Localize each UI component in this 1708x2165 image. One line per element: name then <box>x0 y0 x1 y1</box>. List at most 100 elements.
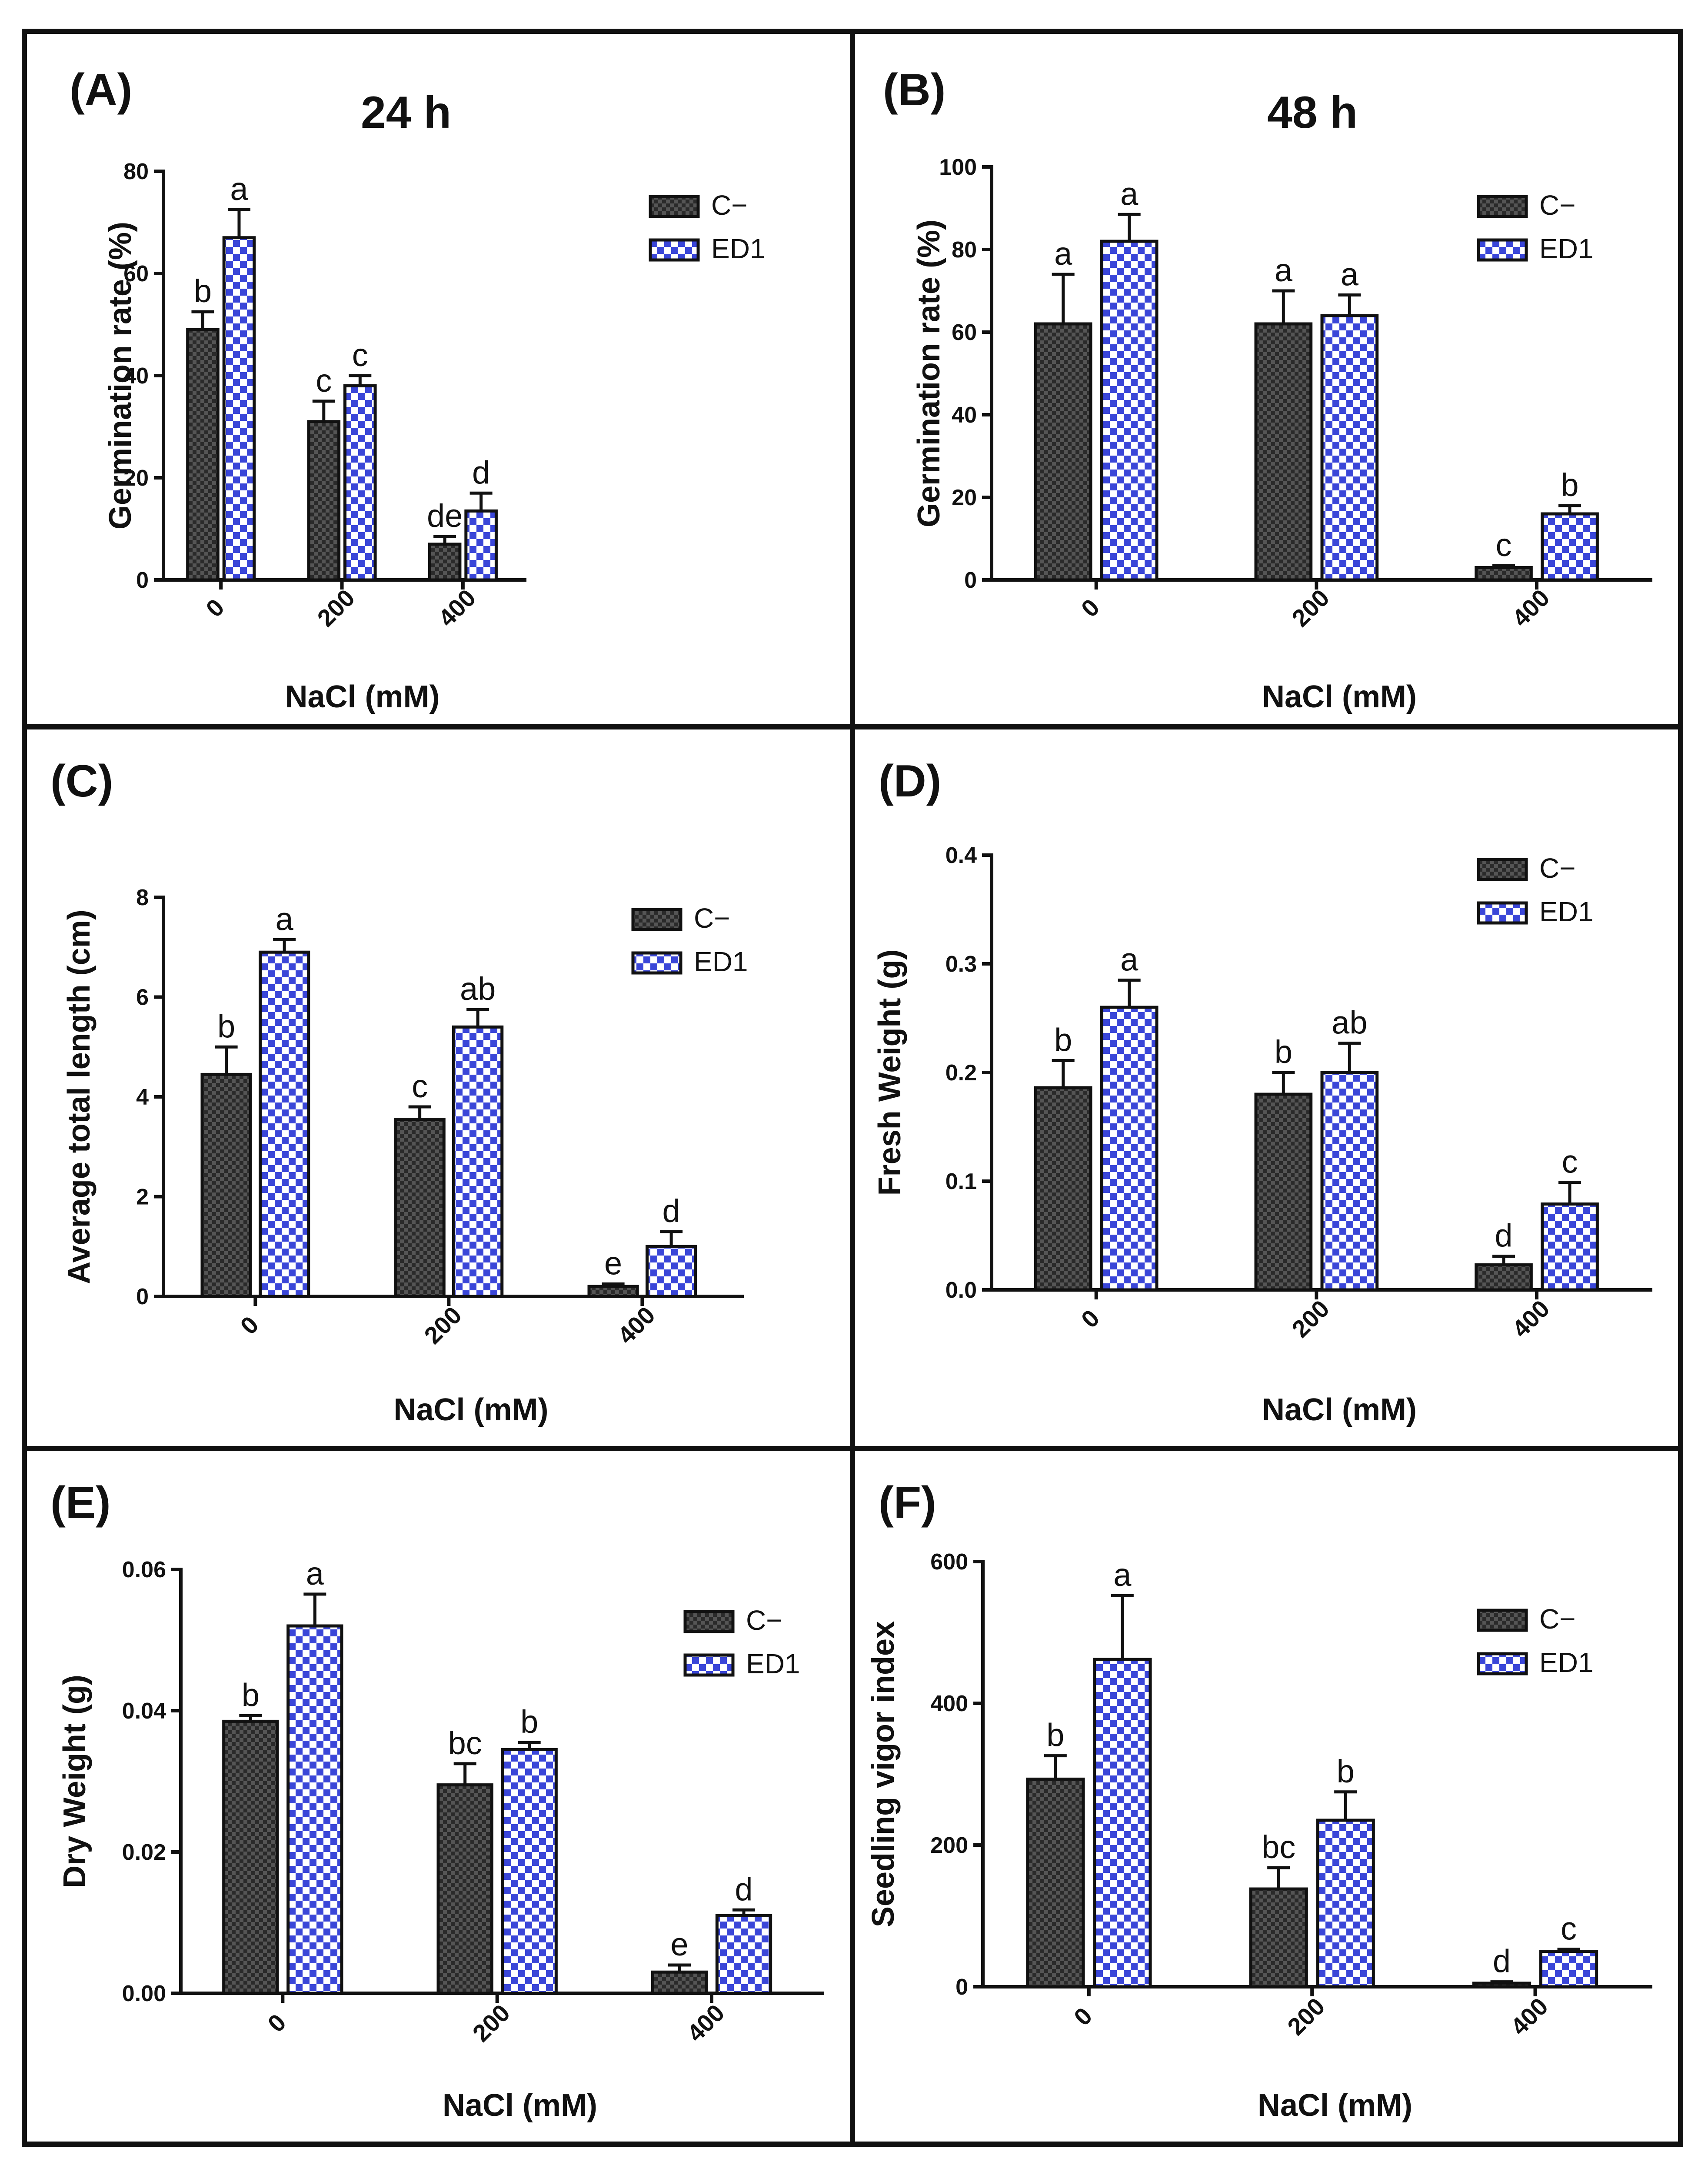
significance-letter: e <box>604 1245 622 1281</box>
significance-letter: b <box>1275 1034 1292 1070</box>
bar-e-ed1-200 <box>501 1748 558 1995</box>
legend-label-c-minus: C− <box>1539 1603 1576 1635</box>
bar-e-ed1-0 <box>286 1624 343 1995</box>
y-tick-label: 0 <box>136 1284 149 1309</box>
legend-swatch-ed1 <box>683 1653 735 1677</box>
y-tick-label: 200 <box>930 1833 968 1858</box>
significance-letter: b <box>1561 467 1578 503</box>
significance-letter: bc <box>448 1725 482 1761</box>
x-axis-title: NaCl (mM) <box>1258 2088 1412 2123</box>
y-tick-label: 600 <box>930 1549 968 1575</box>
significance-letter: a <box>230 171 248 207</box>
bar-f-c-minus-200 <box>1249 1887 1308 1988</box>
significance-letter: b <box>1337 1753 1355 1789</box>
significance-letter: a <box>1113 1557 1132 1593</box>
bar-a-c-minus-0 <box>186 328 220 582</box>
panel-letter-d: (D) <box>879 756 941 806</box>
y-tick-label: 400 <box>930 1691 968 1716</box>
panel-frames <box>22 29 1683 2147</box>
significance-letter: b <box>1046 1717 1064 1753</box>
significance-letter: d <box>1493 1943 1511 1979</box>
x-axis-title: NaCl (mM) <box>394 1392 549 1427</box>
significance-letter: c <box>1496 527 1512 563</box>
x-axis-title: NaCl (mM) <box>443 2088 597 2123</box>
chart-panel-d: (D) 0.0 0.1 0.2 0.3 0.4 Fresh Weight (g) NaCl (… <box>872 756 1652 1427</box>
significance-letter: a <box>1054 236 1072 272</box>
bar-b-c-minus-400 <box>1475 566 1533 582</box>
legend-swatch-ed1 <box>631 951 683 975</box>
legend-label-c-minus: C− <box>694 903 730 934</box>
x-axis-title: NaCl (mM) <box>1262 1392 1417 1427</box>
bar-c-ed1-400 <box>646 1245 697 1298</box>
panel-title-b: 48 h <box>1267 87 1358 138</box>
y-axis-title: Dry Weight (g) <box>57 1675 92 1888</box>
legend-swatch-c-minus <box>1477 195 1528 218</box>
bar-d-ed1-200 <box>1320 1071 1379 1292</box>
y-axis-title: Seedling vigor index <box>866 1621 901 1927</box>
y-tick-label: 40 <box>952 403 977 428</box>
x-axis-title: NaCl (mM) <box>285 679 440 714</box>
bar-c-c-minus-0 <box>200 1073 252 1298</box>
bar-d-c-minus-200 <box>1254 1092 1313 1292</box>
legend-swatch-c-minus <box>1477 1609 1528 1632</box>
significance-letter: e <box>670 1926 688 1962</box>
legend-label-ed1: ED1 <box>1539 1647 1594 1678</box>
bar-b-ed1-400 <box>1541 512 1599 582</box>
legend-swatch-ed1 <box>1477 238 1528 262</box>
significance-letter: b <box>217 1008 235 1044</box>
y-axis-title: Germination rate (%) <box>912 220 946 527</box>
legend-d: C− ED1 <box>1477 853 1594 927</box>
significance-letter: a <box>1120 942 1139 978</box>
bar-f-c-minus-0 <box>1026 1777 1085 1988</box>
y-tick-label: 0.0 <box>946 1278 977 1303</box>
bar-e-c-minus-400 <box>651 1970 708 1995</box>
y-tick-label: 20 <box>123 466 149 491</box>
significance-letter: c <box>412 1068 428 1104</box>
bar-a-ed1-400 <box>464 509 498 582</box>
significance-letter: b <box>194 273 212 309</box>
y-tick-label: 100 <box>939 155 977 180</box>
y-tick-label: 0 <box>964 568 977 593</box>
y-tick-label: 0.1 <box>946 1169 977 1194</box>
y-tick-label: 0.00 <box>122 1981 166 2006</box>
y-tick-label: 0 <box>956 1975 968 2000</box>
legend-label-c-minus: C− <box>1539 190 1576 221</box>
y-tick-label: 0.4 <box>946 843 977 868</box>
legend-e: C− ED1 <box>683 1605 800 1679</box>
y-tick-label: 0 <box>136 568 149 593</box>
legend-label-c-minus: C− <box>711 190 748 221</box>
bar-c-ed1-0 <box>259 950 310 1298</box>
significance-letter: bc <box>1262 1829 1295 1865</box>
bar-c-c-minus-200 <box>394 1118 446 1298</box>
bar-e-ed1-400 <box>715 1914 772 1995</box>
panel-letter-e: (E) <box>50 1478 111 1528</box>
bar-d-c-minus-400 <box>1475 1263 1533 1292</box>
significance-letter: b <box>1054 1022 1072 1058</box>
significance-letter: d <box>735 1871 752 1907</box>
panel-letter-f: (F) <box>879 1478 936 1528</box>
significance-letter: d <box>1495 1218 1512 1254</box>
y-tick-label: 6 <box>136 985 149 1010</box>
legend-label-ed1: ED1 <box>1539 233 1594 264</box>
significance-letter: a <box>1275 252 1293 288</box>
y-tick-label: 60 <box>952 320 977 345</box>
bar-d-c-minus-0 <box>1034 1086 1092 1292</box>
bar-f-c-minus-400 <box>1472 1982 1532 1988</box>
legend-label-c-minus: C− <box>1539 853 1576 884</box>
bar-e-c-minus-200 <box>436 1783 493 1995</box>
bar-d-ed1-0 <box>1100 1006 1159 1292</box>
significance-letter: b <box>520 1704 538 1740</box>
panel-letter-c: (C) <box>50 756 113 806</box>
significance-letter: c <box>1561 1911 1577 1947</box>
panel-title-a: 24 h <box>361 87 451 138</box>
significance-letter: a <box>276 901 294 937</box>
chart-panel-c: (C) 0 2 4 6 8 Average total length (cm) NaCl (m… <box>50 756 748 1427</box>
y-tick-label: 0.06 <box>122 1557 166 1582</box>
y-tick-label: 80 <box>952 237 977 263</box>
y-tick-label: 80 <box>123 159 149 184</box>
y-tick-label: 2 <box>136 1185 149 1210</box>
significance-letter: c <box>352 337 368 373</box>
y-tick-label: 0.04 <box>122 1699 166 1724</box>
